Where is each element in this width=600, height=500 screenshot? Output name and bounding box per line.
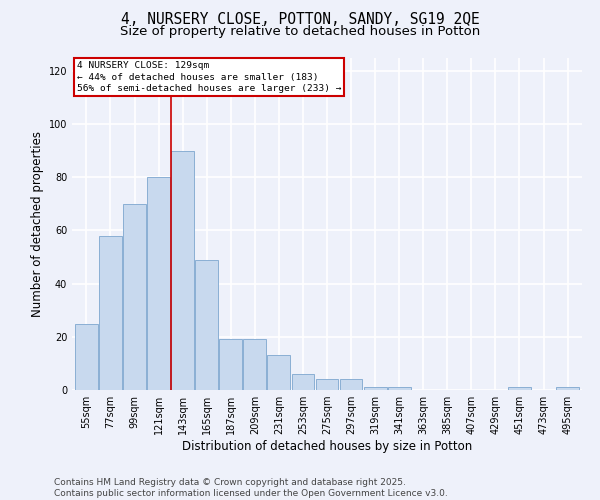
Bar [99,236,122,390]
Bar [195,260,218,390]
Bar [388,388,410,390]
Bar [340,380,362,390]
Bar [171,150,194,390]
Bar [556,388,579,390]
X-axis label: Distribution of detached houses by size in Potton: Distribution of detached houses by size … [182,440,472,453]
Text: Contains HM Land Registry data © Crown copyright and database right 2025.
Contai: Contains HM Land Registry data © Crown c… [54,478,448,498]
Y-axis label: Number of detached properties: Number of detached properties [31,130,44,317]
Bar [292,374,314,390]
Bar [244,340,266,390]
Bar [220,340,242,390]
Text: 4, NURSERY CLOSE, POTTON, SANDY, SG19 2QE: 4, NURSERY CLOSE, POTTON, SANDY, SG19 2Q… [121,12,479,28]
Bar [508,388,531,390]
Bar [316,380,338,390]
Bar [268,356,290,390]
Bar [75,324,98,390]
Bar [147,177,170,390]
Bar [123,204,146,390]
Text: 4 NURSERY CLOSE: 129sqm
← 44% of detached houses are smaller (183)
56% of semi-d: 4 NURSERY CLOSE: 129sqm ← 44% of detache… [77,61,341,94]
Bar [364,388,386,390]
Text: Size of property relative to detached houses in Potton: Size of property relative to detached ho… [120,25,480,38]
